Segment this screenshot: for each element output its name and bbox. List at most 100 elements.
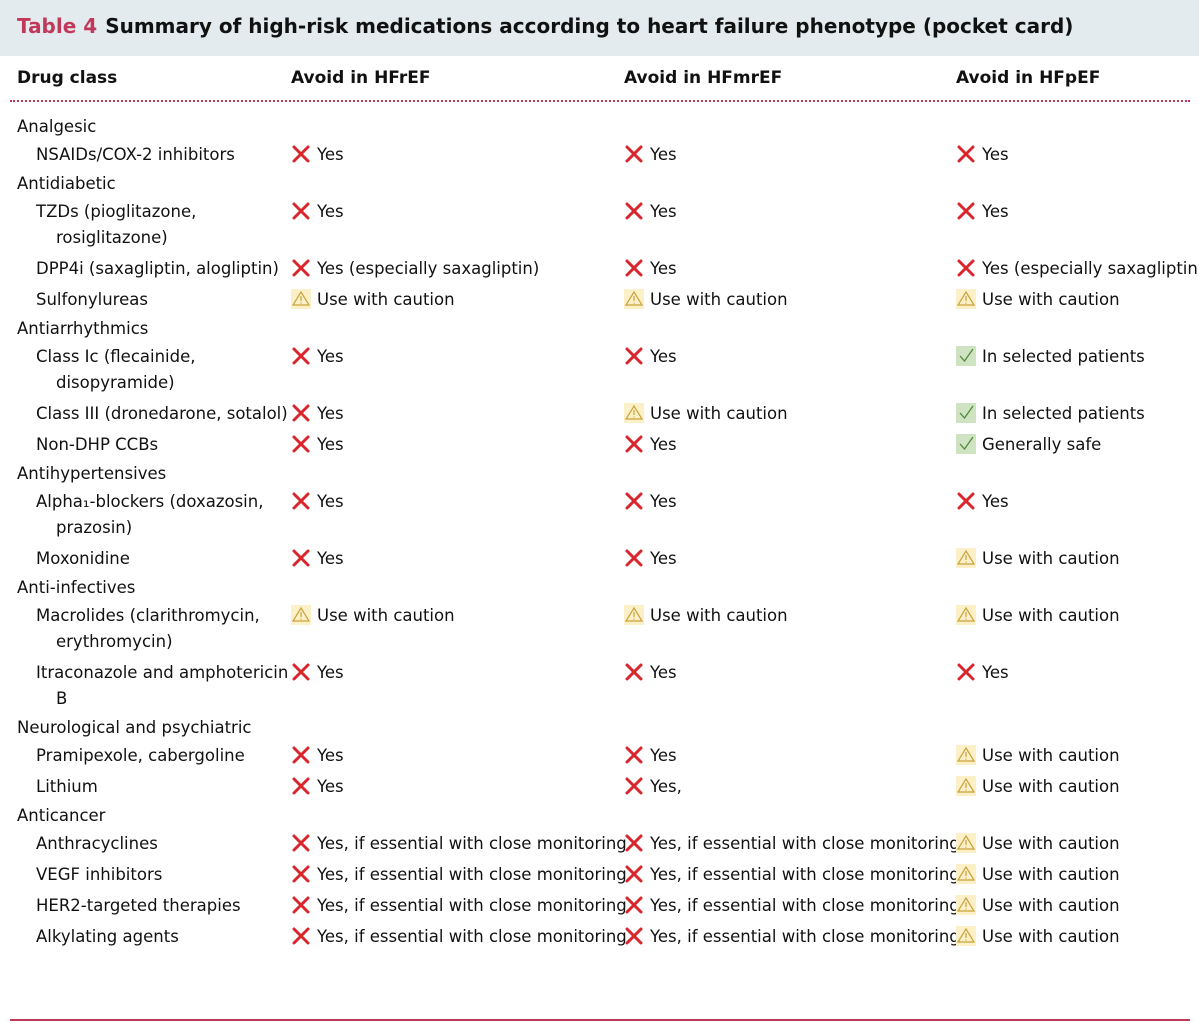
status-icon	[956, 603, 982, 625]
cell-text: Yes (especially saxagliptin)	[982, 259, 1199, 278]
cell-text: Yes, if essential with close monitoring	[650, 896, 960, 915]
drug-name: Itraconazole and amphotericin B	[36, 663, 289, 708]
status-icon	[624, 660, 650, 682]
cell-text: Yes	[650, 746, 677, 765]
status-icon	[291, 142, 317, 164]
drug-name: VEGF inhibitors	[36, 865, 163, 884]
table-cell: Use with caution	[956, 862, 1192, 888]
table-cell: Yes	[624, 489, 956, 541]
cell-text: Yes	[317, 492, 344, 511]
cell-text: Yes, if essential with close monitoring	[317, 834, 627, 853]
header-rule	[10, 100, 1190, 102]
table-cell: Generally safe	[956, 432, 1192, 458]
header-cell: Avoid in HFrEF	[291, 68, 431, 88]
status-icon	[956, 142, 982, 164]
group-name: Antiarrhythmics	[17, 319, 149, 338]
status-icon	[956, 924, 982, 946]
status-icon	[624, 546, 650, 568]
drug-name: NSAIDs/COX-2 inhibitors	[36, 145, 235, 164]
status-icon	[291, 546, 317, 568]
status-icon	[624, 893, 650, 915]
table-cell: Use with caution	[624, 401, 956, 427]
table-cell: Use with caution	[624, 603, 956, 655]
table-cell: Yes, if essential with close monitoring	[291, 831, 627, 857]
table-cell: Yes	[291, 660, 624, 712]
status-icon	[956, 344, 982, 366]
group-name: Anti-infectives	[17, 578, 136, 597]
title-band	[0, 0, 1199, 56]
table-row: Moxonidine Yes Yes Use with caution	[17, 544, 1192, 575]
header-cell: Drug class	[17, 68, 118, 88]
cell-text: Yes	[650, 347, 677, 366]
group-name: Analgesic	[17, 117, 97, 136]
drug-name: Anthracyclines	[36, 834, 158, 853]
drug-name: Alkylating agents	[36, 927, 179, 946]
cell-text: Yes, if essential with close monitoring	[650, 865, 960, 884]
table-cell: Yes, if essential with close monitoring	[291, 862, 627, 888]
table-cell: Yes	[624, 660, 956, 712]
cell-text: Use with caution	[982, 549, 1120, 568]
drug-name: Moxonidine	[36, 549, 130, 568]
table-row: Alpha₁-blockers (doxazosin, prazosin) Yes…	[17, 487, 1192, 544]
table-row: VEGF inhibitors Yes, if essential with cl…	[17, 860, 1192, 891]
status-icon	[291, 199, 317, 221]
status-icon	[291, 831, 317, 853]
table-row: Class III (dronedarone, sotalol) Yes Use w…	[17, 399, 1192, 430]
status-icon	[291, 862, 317, 884]
table-cell: Use with caution	[956, 546, 1192, 572]
cell-text: Use with caution	[982, 746, 1120, 765]
table-cell: Yes	[956, 199, 1192, 251]
cell-text: Use with caution	[317, 606, 455, 625]
table-cell: Use with caution	[956, 287, 1192, 313]
table-cell: Yes	[624, 199, 956, 251]
table-cell: Yes	[291, 774, 624, 800]
status-icon	[291, 287, 317, 309]
cell-text: Yes	[317, 404, 344, 423]
cell-text: In selected patients	[982, 404, 1145, 423]
drug-name: Alpha₁-blockers (doxazosin, prazosin)	[36, 492, 264, 537]
table-cell: Yes	[291, 489, 624, 541]
table-cell: In selected patients	[956, 344, 1192, 396]
status-icon	[956, 546, 982, 568]
status-icon	[291, 893, 317, 915]
status-icon	[956, 743, 982, 765]
cell-text: Use with caution	[317, 290, 455, 309]
status-icon	[624, 199, 650, 221]
status-icon	[291, 660, 317, 682]
status-icon	[291, 256, 317, 278]
table-cell: Yes, if essential with close monitoring	[624, 893, 960, 919]
status-icon	[624, 287, 650, 309]
status-icon	[956, 489, 982, 511]
cell-text: Use with caution	[650, 606, 788, 625]
cell-text: Yes	[317, 663, 344, 682]
status-icon	[624, 256, 650, 278]
cell-text: In selected patients	[982, 347, 1145, 366]
cell-text: Yes	[982, 663, 1009, 682]
status-icon	[956, 831, 982, 853]
table-cell: Use with caution	[291, 287, 624, 313]
status-icon	[956, 893, 982, 915]
table-cell: Yes	[624, 432, 956, 458]
table-row: Pramipexole, cabergoline Yes Yes Use with c…	[17, 741, 1192, 772]
table-cell: Yes	[624, 743, 956, 769]
cell-text: Yes	[650, 435, 677, 454]
status-icon	[291, 924, 317, 946]
table-cell: Yes,	[624, 774, 956, 800]
table-cell: Yes	[956, 489, 1192, 541]
cell-text: Yes	[317, 145, 344, 164]
header-row: Drug class Avoid in HFrEF Avoid in HFmrE…	[17, 68, 1187, 88]
status-icon	[956, 774, 982, 796]
table-cell: Yes, if essential with close monitoring	[291, 893, 627, 919]
cell-text: Yes	[317, 435, 344, 454]
status-icon	[624, 603, 650, 625]
status-icon	[291, 344, 317, 366]
status-icon	[624, 831, 650, 853]
status-icon	[291, 489, 317, 511]
drug-name: Lithium	[36, 777, 98, 796]
header-cell: Avoid in HFpEF	[956, 68, 1101, 88]
table-cell: Yes, if essential with close monitoring	[624, 831, 960, 857]
cell-text: Yes	[317, 746, 344, 765]
cell-text: Yes	[650, 492, 677, 511]
table-cell: Use with caution	[291, 603, 624, 655]
